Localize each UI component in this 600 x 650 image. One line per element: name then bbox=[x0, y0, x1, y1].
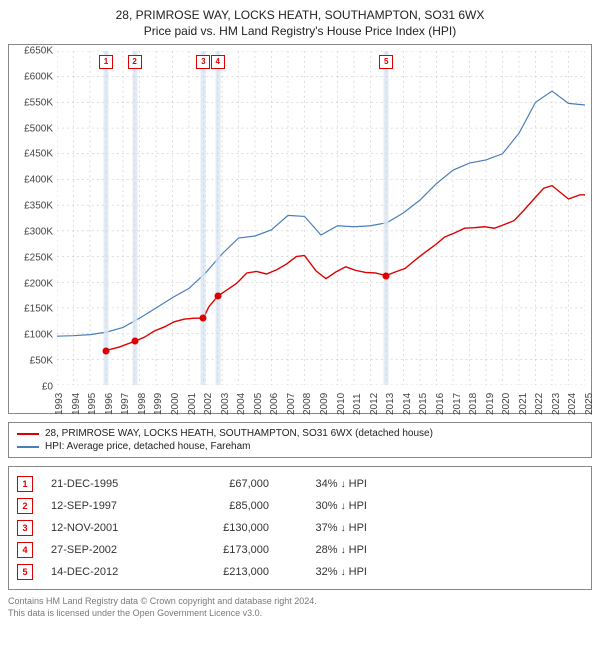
chart-marker: 4 bbox=[211, 55, 225, 69]
transaction-delta: 32% ↓ HPI bbox=[287, 566, 367, 578]
chart-title: 28, PRIMROSE WAY, LOCKS HEATH, SOUTHAMPT… bbox=[8, 8, 592, 22]
sale-point bbox=[131, 338, 138, 345]
transactions-table: 1 21-DEC-1995 £67,000 34% ↓ HPI 2 12-SEP-1997… bbox=[8, 466, 592, 590]
chart-marker: 5 bbox=[379, 55, 393, 69]
legend-label: 28, PRIMROSE WAY, LOCKS HEATH, SOUTHAMPT… bbox=[45, 428, 433, 439]
event-band bbox=[384, 51, 389, 385]
transaction-price: £130,000 bbox=[189, 522, 269, 534]
transaction-row: 3 12-NOV-2001 £130,000 37% ↓ HPI bbox=[17, 517, 583, 539]
footer: Contains HM Land Registry data © Crown c… bbox=[8, 596, 592, 619]
y-tick-label: £200K bbox=[11, 278, 53, 289]
x-axis: 1993199419951996199719981999200020012002… bbox=[57, 387, 585, 413]
transaction-price: £213,000 bbox=[189, 566, 269, 578]
legend-row: 28, PRIMROSE WAY, LOCKS HEATH, SOUTHAMPT… bbox=[17, 427, 583, 440]
y-tick-label: £400K bbox=[11, 175, 53, 186]
footer-line-2: This data is licensed under the Open Gov… bbox=[8, 608, 592, 620]
chart-marker: 1 bbox=[99, 55, 113, 69]
chart-subtitle: Price paid vs. HM Land Registry's House … bbox=[8, 24, 592, 38]
y-tick-label: £300K bbox=[11, 226, 53, 237]
y-tick-label: £600K bbox=[11, 71, 53, 82]
y-tick-label: £450K bbox=[11, 149, 53, 160]
series-line bbox=[106, 186, 585, 351]
transaction-row: 2 12-SEP-1997 £85,000 30% ↓ HPI bbox=[17, 495, 583, 517]
y-tick-label: £150K bbox=[11, 304, 53, 315]
transaction-delta: 37% ↓ HPI bbox=[287, 522, 367, 534]
legend-label: HPI: Average price, detached house, Fare… bbox=[45, 441, 251, 452]
footer-line-1: Contains HM Land Registry data © Crown c… bbox=[8, 596, 592, 608]
transaction-delta: 30% ↓ HPI bbox=[287, 500, 367, 512]
event-band bbox=[132, 51, 137, 385]
y-tick-label: £350K bbox=[11, 201, 53, 212]
y-axis: £0 £50K £100K £150K £200K £250K £300K £350K £400… bbox=[11, 45, 53, 413]
sale-point bbox=[103, 347, 110, 354]
chart: £0 £50K £100K £150K £200K £250K £300K £350K £400… bbox=[8, 44, 592, 414]
event-band bbox=[215, 51, 220, 385]
transaction-date: 12-SEP-1997 bbox=[51, 500, 171, 512]
transaction-delta: 28% ↓ HPI bbox=[287, 544, 367, 556]
legend: 28, PRIMROSE WAY, LOCKS HEATH, SOUTHAMPT… bbox=[8, 422, 592, 458]
transaction-marker: 2 bbox=[17, 498, 33, 514]
y-tick-label: £50K bbox=[11, 356, 53, 367]
sale-point bbox=[214, 293, 221, 300]
transaction-row: 5 14-DEC-2012 £213,000 32% ↓ HPI bbox=[17, 561, 583, 583]
transaction-date: 14-DEC-2012 bbox=[51, 566, 171, 578]
plot-area: 1 2 34 5 bbox=[57, 51, 585, 385]
event-band bbox=[104, 51, 109, 385]
transaction-price: £67,000 bbox=[189, 478, 269, 490]
transaction-price: £173,000 bbox=[189, 544, 269, 556]
y-tick-label: £0 bbox=[11, 382, 53, 393]
sale-point bbox=[383, 272, 390, 279]
legend-swatch bbox=[17, 446, 39, 448]
legend-swatch bbox=[17, 433, 39, 435]
y-tick-label: £100K bbox=[11, 330, 53, 341]
transaction-date: 12-NOV-2001 bbox=[51, 522, 171, 534]
legend-row: HPI: Average price, detached house, Fare… bbox=[17, 440, 583, 453]
transaction-row: 1 21-DEC-1995 £67,000 34% ↓ HPI bbox=[17, 473, 583, 495]
transaction-delta: 34% ↓ HPI bbox=[287, 478, 367, 490]
transaction-marker: 5 bbox=[17, 564, 33, 580]
event-band bbox=[201, 51, 206, 385]
transaction-marker: 3 bbox=[17, 520, 33, 536]
y-tick-label: £550K bbox=[11, 97, 53, 108]
chart-marker: 3 bbox=[196, 55, 210, 69]
chart-marker: 2 bbox=[128, 55, 142, 69]
y-tick-label: £650K bbox=[11, 46, 53, 57]
title-area: 28, PRIMROSE WAY, LOCKS HEATH, SOUTHAMPT… bbox=[8, 8, 592, 44]
transaction-date: 21-DEC-1995 bbox=[51, 478, 171, 490]
transaction-date: 27-SEP-2002 bbox=[51, 544, 171, 556]
y-tick-label: £250K bbox=[11, 252, 53, 263]
transaction-row: 4 27-SEP-2002 £173,000 28% ↓ HPI bbox=[17, 539, 583, 561]
transaction-marker: 4 bbox=[17, 542, 33, 558]
y-tick-label: £500K bbox=[11, 123, 53, 134]
transaction-marker: 1 bbox=[17, 476, 33, 492]
root: 28, PRIMROSE WAY, LOCKS HEATH, SOUTHAMPT… bbox=[0, 0, 600, 650]
sale-point bbox=[200, 315, 207, 322]
transaction-price: £85,000 bbox=[189, 500, 269, 512]
